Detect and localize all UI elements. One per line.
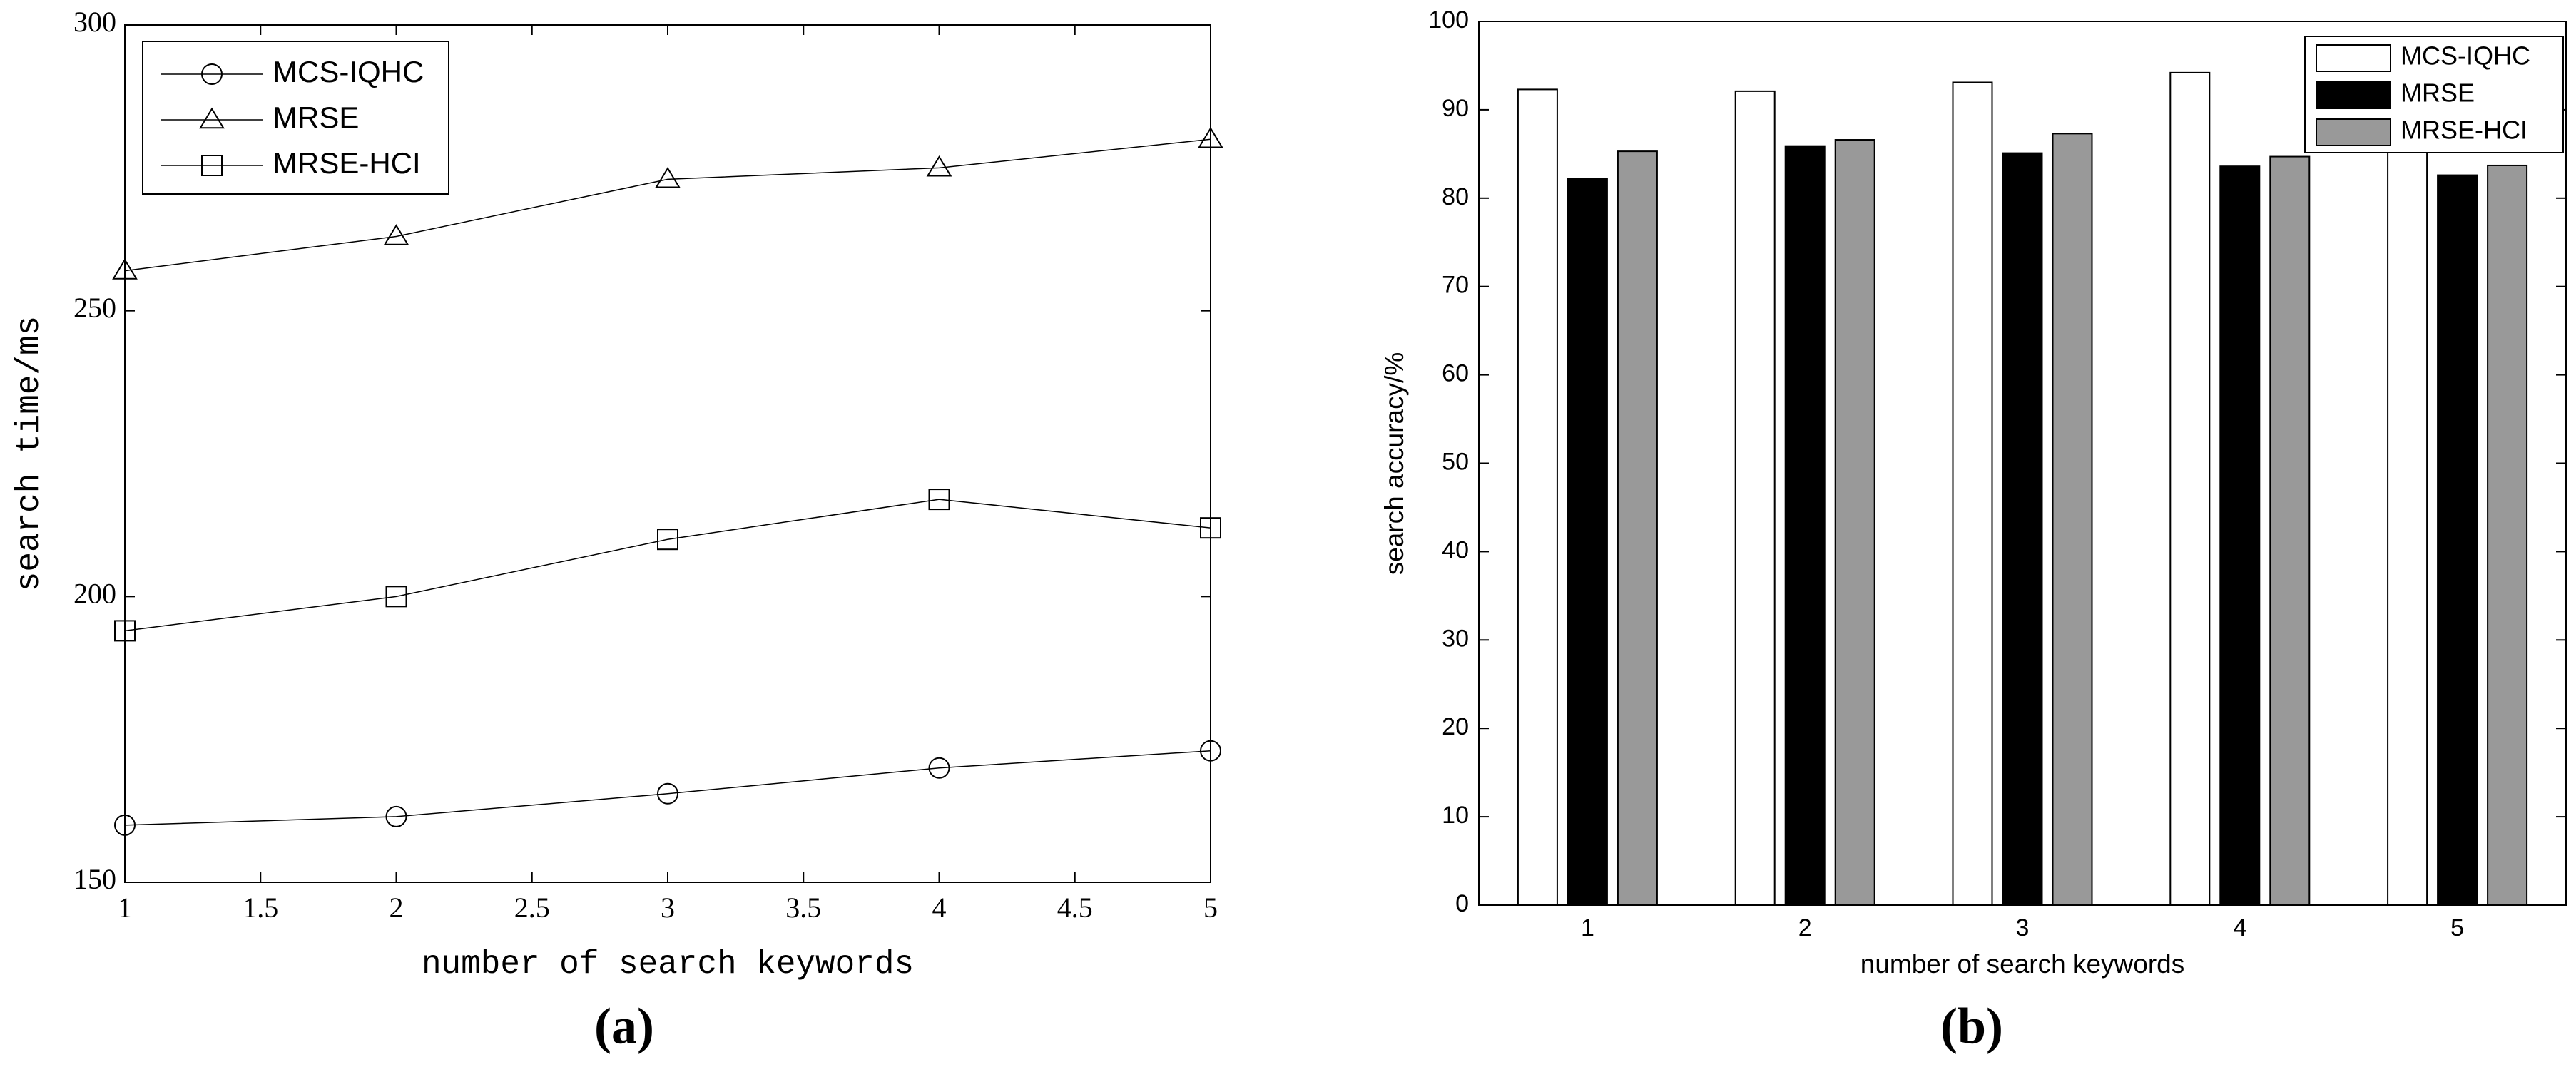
legend-label: MRSE xyxy=(2401,78,2475,108)
x-tick-label: 1 xyxy=(118,892,132,924)
x-tick-label: 3 xyxy=(2016,914,2030,941)
y-tick-label: 50 xyxy=(1442,448,1469,475)
marker xyxy=(655,167,681,188)
plot-frame xyxy=(1478,21,2567,906)
bar xyxy=(1617,150,1658,906)
y-tick-label: 40 xyxy=(1442,536,1469,563)
marker xyxy=(383,224,409,245)
legend xyxy=(142,41,449,195)
x-axis-label: number of search keywords xyxy=(1860,949,2184,979)
marker xyxy=(385,805,407,827)
x-tick-label: 4 xyxy=(932,892,947,924)
legend-marker xyxy=(201,63,223,85)
y-tick-label: 300 xyxy=(73,6,116,38)
x-tick-label: 2 xyxy=(390,892,404,924)
marker xyxy=(385,586,407,608)
bar xyxy=(1784,145,1826,907)
legend-swatch xyxy=(2316,81,2391,109)
line xyxy=(124,750,1211,826)
bar xyxy=(2169,71,2211,906)
y-tick-label: 20 xyxy=(1442,713,1469,740)
y-tick-label: 200 xyxy=(73,578,116,610)
bar xyxy=(2052,133,2093,906)
legend-label: MRSE-HCI xyxy=(2401,116,2527,145)
x-tick-label: 4 xyxy=(2233,914,2246,941)
legend-marker xyxy=(199,107,225,129)
bar xyxy=(2002,152,2043,907)
marker xyxy=(926,155,952,177)
x-tick-label: 3 xyxy=(661,892,675,924)
bar xyxy=(1834,139,1875,906)
bar xyxy=(1517,88,1558,907)
y-tick-label: 250 xyxy=(73,292,116,324)
marker xyxy=(928,489,950,511)
y-tick-label: 70 xyxy=(1442,272,1469,299)
marker xyxy=(657,782,678,805)
x-tick-label: 1.5 xyxy=(243,892,278,924)
y-tick-label: 100 xyxy=(1428,6,1469,34)
legend-label: MCS-IQHC xyxy=(273,55,424,88)
x-tick-label: 3.5 xyxy=(785,892,821,924)
legend-label: MCS-IQHC xyxy=(2401,41,2530,71)
x-tick-label: 5 xyxy=(2450,914,2464,941)
line xyxy=(124,138,1211,272)
legend-label: MRSE-HCI xyxy=(273,146,421,180)
y-tick-label: 90 xyxy=(1442,95,1469,122)
x-tick-label: 4.5 xyxy=(1057,892,1093,924)
legend-swatch xyxy=(2316,44,2391,72)
bar xyxy=(2219,165,2261,906)
bar xyxy=(1952,81,1993,907)
y-tick-label: 30 xyxy=(1442,625,1469,652)
marker xyxy=(928,757,950,779)
x-tick-label: 1 xyxy=(1581,914,1594,941)
x-axis-label: number of search keywords xyxy=(422,946,914,983)
legend-label: MRSE xyxy=(273,101,359,134)
plot-frame xyxy=(124,24,1211,883)
bar xyxy=(2437,174,2478,906)
bar xyxy=(2387,82,2428,907)
y-axis-label: search accuracy/% xyxy=(1380,352,1409,576)
y-tick-label: 0 xyxy=(1455,890,1469,917)
bar xyxy=(2269,155,2311,906)
x-tick-label: 5 xyxy=(1203,892,1218,924)
legend-swatch xyxy=(2316,118,2391,146)
x-tick-label: 2 xyxy=(1798,914,1812,941)
y-axis-label: search time/ms xyxy=(11,316,48,591)
y-tick-label: 150 xyxy=(73,863,116,895)
y-tick-label: 60 xyxy=(1442,360,1469,387)
line xyxy=(124,499,1211,632)
bar xyxy=(1567,178,1608,907)
bar xyxy=(2487,164,2528,906)
y-tick-label: 80 xyxy=(1442,183,1469,210)
x-tick-label: 2.5 xyxy=(514,892,550,924)
marker xyxy=(657,529,678,551)
y-tick-label: 10 xyxy=(1442,802,1469,829)
caption: (a) xyxy=(594,998,654,1055)
legend-marker xyxy=(201,155,223,176)
caption: (b) xyxy=(1940,998,2003,1055)
bar xyxy=(1734,90,1776,907)
